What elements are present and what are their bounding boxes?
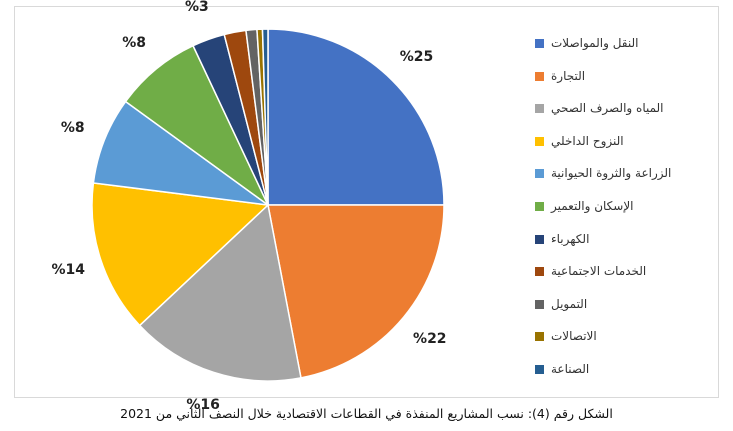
- slice-percentage-label: %22: [413, 330, 447, 347]
- slice-percentage-label: %25: [399, 48, 434, 65]
- legend-item: الاتصالات: [535, 326, 700, 359]
- legend-swatch: [535, 299, 544, 309]
- legend-label: المياه والصرف الصحي: [551, 101, 664, 116]
- legend-swatch: [535, 39, 544, 48]
- pie-slice-4: [92, 100, 269, 206]
- legend-item: التجارة: [535, 66, 700, 99]
- legend-label: الكهرباء: [551, 231, 590, 246]
- legend-item: النقل والمواصلات: [535, 33, 700, 66]
- pie-slice-1: [267, 204, 445, 379]
- legend-label: الإسكان والتعمير: [551, 198, 634, 213]
- legend-label: النزوح الداخلي: [551, 133, 624, 148]
- legend-item: الزراعة والثروة الحيوانية: [535, 163, 700, 196]
- pie-slice-2: [138, 203, 302, 382]
- chart-legend: النقل والمواصلات التجارة المياه والصرف الص…: [535, 33, 700, 392]
- legend-item: التمويل: [535, 294, 700, 327]
- legend-item: الإسكان والتعمير: [535, 196, 700, 229]
- legend-swatch: [535, 234, 544, 244]
- legend-label: الزراعة والثروة الحيوانية: [551, 166, 672, 181]
- pie-slice-0: [267, 28, 445, 206]
- legend-swatch: [535, 71, 544, 81]
- slice-percentage-label: %3: [184, 0, 209, 16]
- legend-item: الخدمات الاجتماعية: [535, 261, 700, 294]
- figure-caption: الشكل رقم (4): نسب المشاريع المنفذة في ا…: [120, 406, 613, 421]
- legend-swatch: [535, 169, 544, 179]
- pie-chart: [91, 28, 445, 382]
- legend-label: التجارة: [551, 68, 586, 83]
- legend-label: الصناعة: [551, 361, 590, 376]
- legend-swatch: [535, 104, 544, 114]
- pie-slice-5: [124, 44, 269, 206]
- legend-item: المياه والصرف الصحي: [535, 98, 700, 131]
- legend-label: الاتصالات: [551, 329, 597, 344]
- legend-label: النقل والمواصلات: [551, 36, 639, 50]
- legend-item: الصناعة: [535, 359, 700, 392]
- legend-swatch: [535, 136, 544, 146]
- legend-label: التمويل: [551, 296, 588, 311]
- legend-item: الكهرباء: [535, 229, 700, 262]
- pie-slice-3: [91, 182, 270, 327]
- legend-swatch: [535, 267, 544, 277]
- slice-percentage-label: %8: [122, 35, 147, 52]
- slice-percentage-label: %8: [60, 119, 85, 136]
- legend-label: الخدمات الاجتماعية: [551, 264, 647, 279]
- chart-frame: %25 %22 %16 %14 %8 %8 %3 النقل والمواصلات التجا…: [14, 0, 719, 413]
- pie-slice-10: [261, 28, 269, 206]
- slice-percentage-label: %14: [51, 261, 86, 278]
- legend-swatch: [535, 201, 544, 211]
- legend-item: النزوح الداخلي: [535, 131, 700, 164]
- legend-swatch: [535, 332, 544, 342]
- legend-swatch: [535, 364, 544, 374]
- slice-percentage-label: %16: [186, 396, 220, 413]
